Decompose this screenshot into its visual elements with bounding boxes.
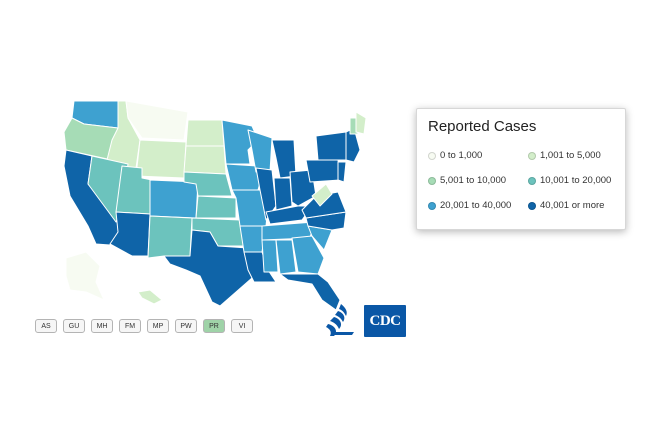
state-texas[interactable] (163, 229, 253, 307)
legend-swatch (528, 151, 536, 160)
state-louisiana[interactable] (243, 251, 277, 283)
state-florida[interactable] (279, 273, 341, 311)
legend-item: 10,001 to 20,000 (528, 175, 611, 186)
state-south-dakota[interactable] (183, 145, 227, 175)
state-north-dakota[interactable] (185, 119, 225, 147)
legend-item: 20,001 to 40,000 (428, 200, 511, 211)
legend-item: 1,001 to 5,000 (528, 150, 601, 161)
state-west-virginia[interactable] (311, 183, 333, 207)
state-alaska[interactable] (65, 251, 105, 301)
state-pennsylvania[interactable] (305, 159, 341, 183)
territory-button-vi[interactable]: VI (231, 319, 253, 333)
legend-swatch (528, 176, 536, 185)
territory-button-pr[interactable]: PR (203, 319, 225, 333)
territory-button-as[interactable]: AS (35, 319, 57, 333)
state-indiana[interactable] (273, 177, 293, 211)
territory-buttons: AS GU MH FM MP PW PR VI (35, 319, 253, 333)
territory-button-mp[interactable]: MP (147, 319, 169, 333)
state-alabama[interactable] (275, 239, 297, 275)
legend-label: 5,001 to 10,000 (440, 175, 507, 186)
legend-label: 20,001 to 40,000 (440, 200, 512, 211)
state-mississippi[interactable] (261, 239, 279, 273)
legend-item: 5,001 to 10,000 (428, 175, 506, 186)
legend-label: 10,001 to 20,000 (540, 175, 612, 186)
hhs-eagle-icon (326, 304, 354, 336)
legend-label: 0 to 1,000 (440, 150, 483, 161)
legend-item: 0 to 1,000 (428, 150, 482, 161)
state-georgia[interactable] (291, 235, 325, 275)
state-new-jersey[interactable] (337, 161, 347, 183)
territory-button-pw[interactable]: PW (175, 319, 197, 333)
legend-panel: Reported Cases 0 to 1,000 1,001 to 5,000 5… (416, 108, 626, 230)
cdc-logo: CDC (364, 305, 406, 337)
territory-button-mh[interactable]: MH (91, 319, 113, 333)
state-kansas[interactable] (195, 195, 237, 219)
territory-button-gu[interactable]: GU (63, 319, 85, 333)
state-montana[interactable] (125, 100, 189, 141)
legend-swatch (428, 151, 436, 160)
legend-swatch (428, 176, 436, 185)
legend-swatch (428, 201, 436, 210)
legend-label: 1,001 to 5,000 (540, 150, 601, 161)
legend-title: Reported Cases (428, 118, 537, 135)
state-michigan[interactable] (271, 139, 297, 179)
state-colorado[interactable] (149, 179, 199, 219)
state-new-mexico[interactable] (147, 215, 193, 259)
state-hawaii[interactable] (137, 289, 163, 305)
legend-label: 40,001 or more (540, 200, 605, 211)
territory-button-fm[interactable]: FM (119, 319, 141, 333)
legend-swatch (528, 201, 536, 210)
legend-item: 40,001 or more (528, 200, 604, 211)
state-maine[interactable] (355, 111, 367, 135)
state-wyoming[interactable] (135, 139, 187, 179)
